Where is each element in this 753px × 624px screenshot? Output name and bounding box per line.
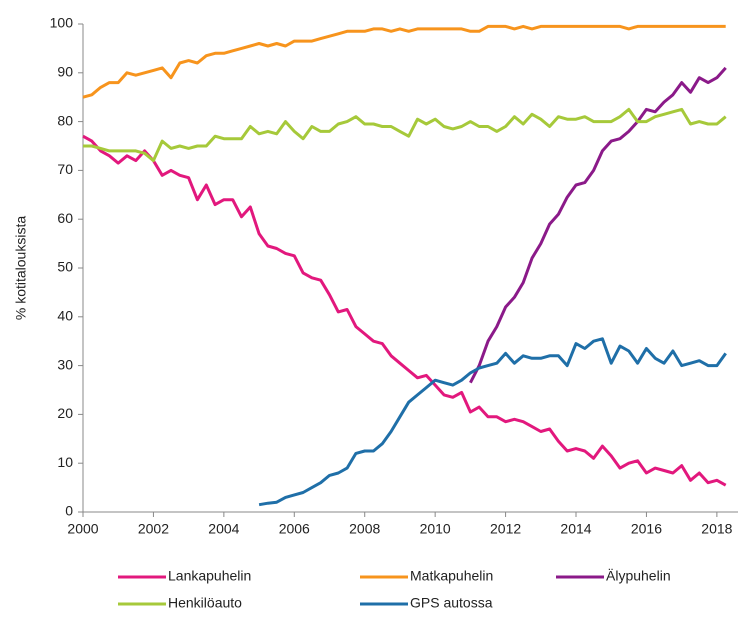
legend-label: Henkilöauto — [168, 595, 242, 611]
y-tick-label: 70 — [57, 161, 73, 177]
x-tick-label: 2012 — [490, 521, 521, 537]
x-tick-label: 2010 — [420, 521, 451, 537]
series-line — [469, 66, 727, 384]
legend-label: Lankapuhelin — [168, 568, 251, 584]
x-tick-label: 2014 — [560, 521, 591, 537]
y-tick-label: 0 — [65, 503, 73, 519]
x-tick-label: 2016 — [631, 521, 662, 537]
x-tick-label: 2000 — [67, 521, 98, 537]
x-tick-label: 2004 — [208, 521, 239, 537]
x-tick-label: 2006 — [279, 521, 310, 537]
y-tick-label: 20 — [57, 405, 73, 421]
y-tick-label: 50 — [57, 259, 73, 275]
series-line — [82, 134, 727, 487]
y-tick-label: 40 — [57, 308, 73, 324]
series-line — [258, 337, 727, 507]
series-line — [82, 24, 726, 99]
y-tick-label: 60 — [57, 210, 73, 226]
y-tick-label: 80 — [57, 112, 73, 128]
legend-label: Matkapuhelin — [410, 568, 493, 584]
y-tick-label: 90 — [57, 64, 73, 80]
legend-label: Älypuhelin — [606, 568, 671, 584]
x-tick-label: 2008 — [349, 521, 380, 537]
legend-label: GPS autossa — [410, 595, 493, 611]
x-tick-label: 2018 — [701, 521, 732, 537]
y-tick-label: 10 — [57, 454, 73, 470]
y-tick-label: 100 — [50, 15, 74, 31]
y-tick-label: 30 — [57, 356, 73, 372]
series-line — [83, 107, 727, 163]
y-axis-label: % kotitalouksista — [13, 216, 29, 320]
x-tick-label: 2002 — [138, 521, 169, 537]
